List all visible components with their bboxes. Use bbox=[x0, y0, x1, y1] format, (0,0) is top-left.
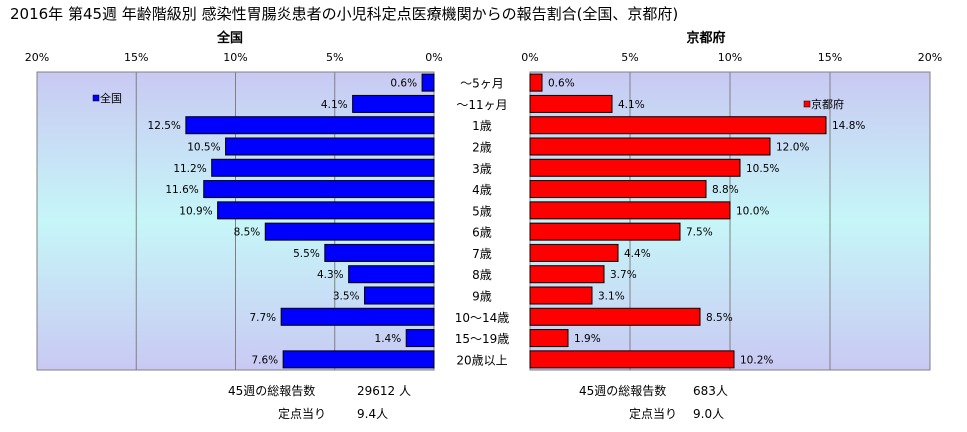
bar bbox=[421, 73, 435, 92]
data-label: 12.5% bbox=[148, 120, 181, 132]
panel-title: 京都府 bbox=[686, 30, 725, 46]
data-label: 0.6% bbox=[548, 78, 575, 90]
panel-title: 全国 bbox=[216, 30, 243, 46]
bar bbox=[529, 286, 593, 305]
data-label: 12.0% bbox=[776, 142, 809, 154]
footer-per-site-value: 9.4人 bbox=[357, 407, 388, 421]
data-label: 3.1% bbox=[598, 291, 625, 303]
category-label: 9歳 bbox=[472, 290, 492, 304]
legend-swatch bbox=[803, 100, 811, 108]
category-label: 1歳 bbox=[472, 119, 492, 133]
bar bbox=[529, 73, 543, 92]
bar bbox=[364, 286, 435, 305]
x-tick-label: 10% bbox=[223, 51, 247, 64]
data-label: 5.5% bbox=[293, 248, 320, 260]
footer-per-site-value: 9.0人 bbox=[693, 407, 724, 421]
bar bbox=[529, 94, 613, 113]
bar bbox=[211, 158, 435, 177]
bar bbox=[280, 307, 435, 326]
bar bbox=[352, 94, 435, 113]
data-label: 10.5% bbox=[746, 163, 779, 175]
bar bbox=[405, 329, 435, 348]
footer-per-site-label: 定点当り bbox=[629, 406, 677, 421]
x-tick-label: 5% bbox=[326, 51, 343, 64]
data-label: 1.9% bbox=[574, 333, 601, 345]
bar bbox=[529, 158, 741, 177]
bar bbox=[282, 350, 435, 369]
data-label: 10.0% bbox=[736, 205, 769, 217]
bar bbox=[529, 201, 731, 220]
footer-total-value: 29612 人 bbox=[357, 384, 411, 398]
bar bbox=[529, 137, 771, 156]
data-label: 7.5% bbox=[686, 227, 713, 239]
legend-label: 京都府 bbox=[811, 97, 844, 111]
category-label: 5歳 bbox=[472, 204, 492, 218]
x-tick-label: 20% bbox=[918, 51, 942, 64]
data-label: 4.4% bbox=[624, 248, 651, 260]
data-label: 10.9% bbox=[179, 205, 212, 217]
x-tick-label: 15% bbox=[124, 51, 148, 64]
bar bbox=[529, 180, 707, 199]
bar bbox=[529, 350, 735, 369]
bar bbox=[529, 243, 619, 262]
bar bbox=[529, 222, 681, 241]
legend-swatch bbox=[92, 94, 100, 102]
bar bbox=[348, 265, 435, 284]
data-label: 11.2% bbox=[173, 163, 206, 175]
category-label: ～5ヶ月 bbox=[460, 77, 504, 91]
chart-title: 2016年 第45週 年齢階級別 感染性胃腸炎患者の小児科定点医療機関からの報告… bbox=[10, 5, 678, 23]
data-label: 8.8% bbox=[712, 184, 739, 196]
bar bbox=[264, 222, 435, 241]
x-tick-label: 0% bbox=[425, 51, 442, 64]
category-label: 7歳 bbox=[472, 247, 492, 261]
data-label: 4.1% bbox=[618, 99, 645, 111]
data-label: 0.6% bbox=[390, 78, 417, 90]
x-tick-label: 20% bbox=[25, 51, 49, 64]
bar bbox=[529, 307, 701, 326]
data-label: 4.3% bbox=[317, 269, 344, 281]
x-tick-label: 15% bbox=[818, 51, 842, 64]
category-label: 3歳 bbox=[472, 162, 492, 176]
bar bbox=[185, 116, 435, 135]
bar bbox=[529, 265, 605, 284]
data-label: 8.5% bbox=[706, 312, 733, 324]
data-label: 4.1% bbox=[321, 99, 348, 111]
data-label: 1.4% bbox=[375, 333, 402, 345]
bar bbox=[225, 137, 435, 156]
x-tick-label: 5% bbox=[621, 51, 638, 64]
data-label: 8.5% bbox=[234, 227, 261, 239]
category-label: 2歳 bbox=[472, 141, 492, 155]
footer-total-value: 683人 bbox=[693, 384, 728, 398]
category-label: 8歳 bbox=[472, 268, 492, 282]
data-label: 7.6% bbox=[251, 354, 278, 366]
bar bbox=[217, 201, 435, 220]
data-label: 7.7% bbox=[249, 312, 276, 324]
data-label: 11.6% bbox=[165, 184, 198, 196]
x-tick-label: 0% bbox=[521, 51, 538, 64]
category-label: 4歳 bbox=[472, 183, 492, 197]
category-label: 10～14歳 bbox=[455, 311, 510, 325]
category-label: 15～19歳 bbox=[455, 332, 510, 346]
footer-total-label: 45週の総報告数 bbox=[579, 383, 666, 398]
bar bbox=[324, 243, 435, 262]
x-tick-label: 10% bbox=[718, 51, 742, 64]
footer-total-label: 45週の総報告数 bbox=[228, 383, 315, 398]
data-label: 3.5% bbox=[333, 291, 360, 303]
data-label: 10.2% bbox=[740, 354, 773, 366]
category-label: 20歳以上 bbox=[456, 353, 507, 367]
category-label: ～11ヶ月 bbox=[456, 98, 507, 112]
footer-per-site-label: 定点当り bbox=[278, 406, 326, 421]
category-label: 6歳 bbox=[472, 226, 492, 240]
data-label: 10.5% bbox=[187, 142, 220, 154]
bar bbox=[203, 180, 435, 199]
data-label: 3.7% bbox=[610, 269, 637, 281]
data-label: 14.8% bbox=[832, 120, 865, 132]
bar bbox=[529, 329, 569, 348]
legend-label: 全国 bbox=[100, 91, 122, 105]
bar bbox=[529, 116, 827, 135]
